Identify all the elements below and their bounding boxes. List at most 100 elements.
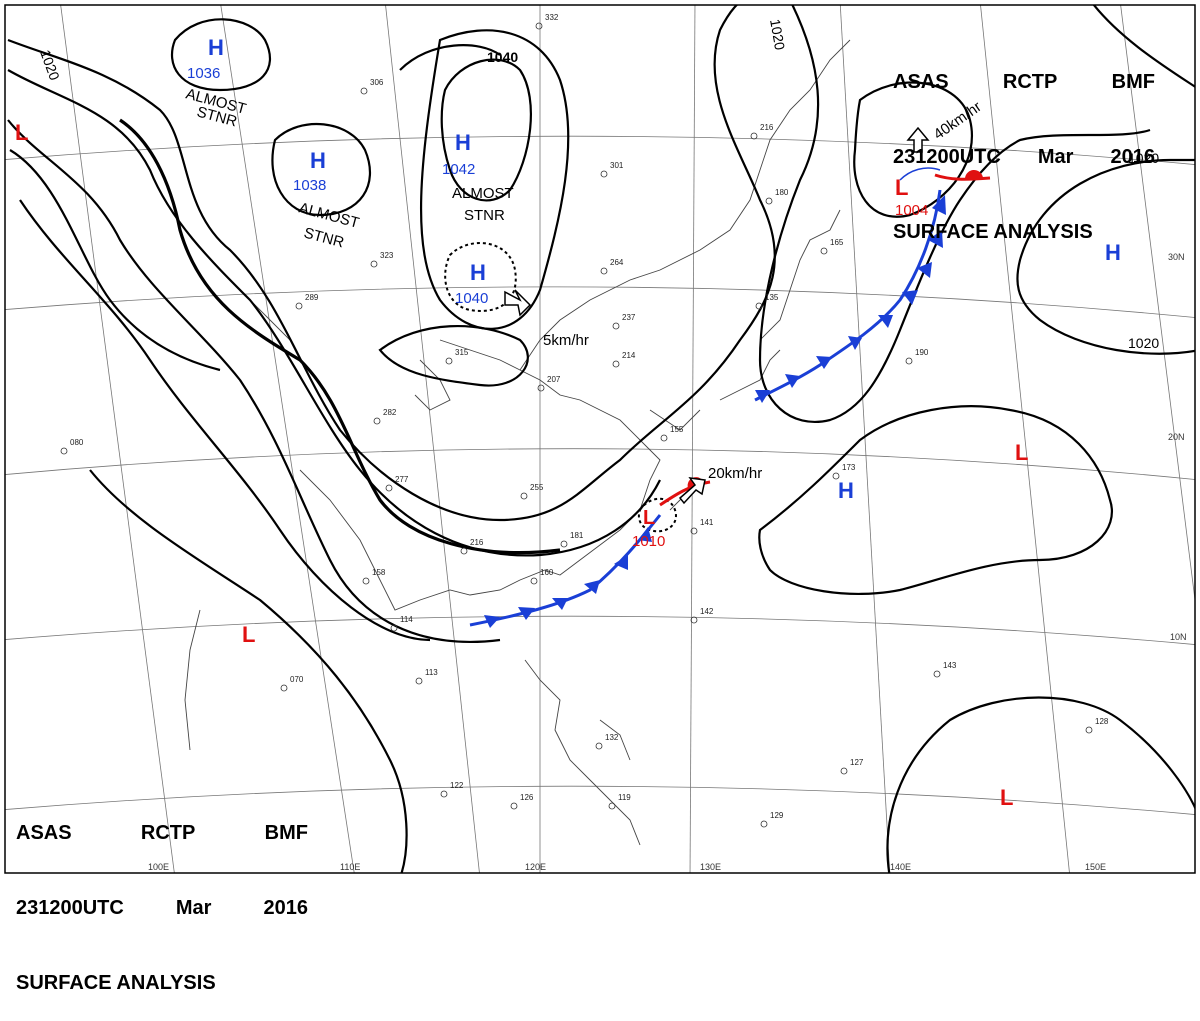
station-circle [760,820,768,828]
station-label: 122 [450,781,464,790]
high-center: H [310,148,326,173]
low-center: L [242,622,255,647]
header-time: 231200UTC [893,146,1001,168]
station-label: 155 [670,425,684,434]
high-value: 1040 [455,290,488,307]
station-circle [608,802,616,810]
high-center: H [838,478,854,503]
station-circle [1085,726,1093,734]
pressure-centers: H 1036 H 1038 H 1042 H 1040 L 1004 L 101… [15,35,1121,810]
station-label: 190 [915,348,929,357]
station-label: 126 [520,793,534,802]
station-circle [60,447,68,455]
stnr-label: STNR [464,207,505,224]
warm-front [934,173,991,181]
isobar-label: 1020 [37,48,63,83]
station-label: 301 [610,161,624,170]
station-label: 160 [540,568,554,577]
station-label: 142 [700,607,714,616]
station-label: 207 [547,375,561,384]
station-label: 165 [830,238,844,247]
motion-label: 20km/hr [708,465,762,482]
station-label: 237 [622,313,636,322]
station-circle [510,802,518,810]
station-circle [755,302,763,310]
station-circle [440,790,448,798]
station-label: 323 [380,251,394,260]
cold-front-line-2 [469,514,662,627]
weather-map: 332 306 323 289 315 282 277 255 216 181 160 158 114 1… [4,4,1196,874]
station-label: 128 [1095,717,1109,726]
station-circle [832,472,840,480]
isobars [7,5,1195,873]
cold-front-barbs [755,195,946,403]
low-center: L [1000,785,1013,810]
station-circle [600,267,608,275]
station-label: 129 [770,811,784,820]
stnr-label: STNR [302,224,346,251]
header-title: SURFACE ANALYSIS [16,972,216,994]
station-circle [560,540,568,548]
header-agency: ASAS [893,71,949,93]
header-time: 231200UTC [16,897,124,919]
lat-label: 30N [1168,252,1185,262]
station-circle [530,577,538,585]
station-label: 332 [545,13,559,22]
station-circle [612,360,620,368]
motion-label: 5km/hr [543,332,589,349]
station-circle [520,492,528,500]
isobar-label: 1020 [1128,335,1159,351]
station-circle [820,247,828,255]
station-circle [612,322,620,330]
lat-label: 10N [1170,632,1187,642]
station-circle [390,624,398,632]
station-circle [933,670,941,678]
station-label: 282 [383,408,397,417]
high-center: H [208,35,224,60]
station-label: 080 [70,438,84,447]
station-label: 216 [470,538,484,547]
occluded-tail [899,167,941,181]
station-label: 180 [775,188,789,197]
station-circle [840,767,848,775]
station-label: 216 [760,123,774,132]
chart-header-top: ASAS RCTP BMF 231200UTC Mar 2016 SURFACE ANA… [893,20,1155,270]
header-station: RCTP [1002,71,1058,93]
station-label: 277 [395,475,409,484]
high-center: H [470,260,486,285]
station-label: 315 [455,348,469,357]
header-year: 2016 [263,897,308,919]
station-circle [362,577,370,585]
high-value: 1036 [187,65,220,82]
station-circle [385,484,393,492]
station-label: 289 [305,293,319,302]
station-label: 141 [700,518,714,527]
header-month: Mar [175,897,212,919]
station-circle [595,742,603,750]
station-label: 114 [400,615,413,624]
warm-front-bump [964,169,983,180]
station-circle [750,132,758,140]
longitude-lines [60,5,1195,873]
header-code: BMF [264,822,308,844]
station-label: 173 [842,463,856,472]
station-circle [660,434,668,442]
station-circle [460,547,468,555]
header-station: RCTP [140,822,196,844]
station-label: 143 [943,661,957,670]
station-label: 135 [765,293,779,302]
low-value: 1004 [895,202,928,219]
station-circle [537,384,545,392]
isobar-label: 1020 [1128,150,1159,166]
station-circle [370,260,378,268]
stnr-label: ALMOST [452,185,514,202]
high-center: H [455,130,471,155]
station-label: 070 [290,675,304,684]
station-plots: 332 306 323 289 315 282 277 255 216 181 160 158 114 1… [60,13,1109,828]
station-circle [415,677,423,685]
high-value: 1042 [442,161,475,178]
lon-label: 150E [1085,862,1106,872]
header-code: BMF [1111,71,1155,93]
station-circle [445,357,453,365]
station-label: 119 [618,793,631,802]
